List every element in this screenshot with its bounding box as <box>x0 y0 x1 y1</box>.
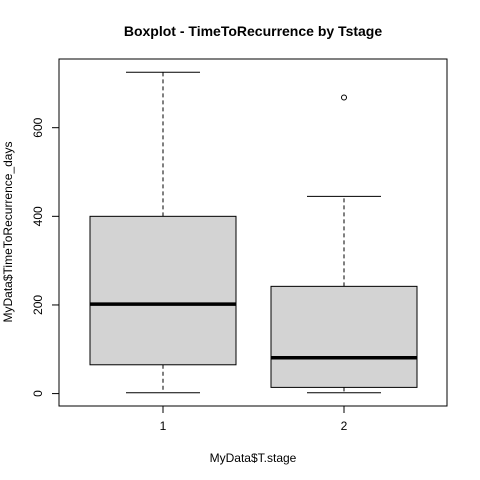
iqr-box <box>270 285 418 388</box>
x-axis-label: MyData$T.stage <box>210 451 297 465</box>
outlier-point <box>341 94 347 101</box>
y-tick-label: 200 <box>31 295 45 315</box>
box-group <box>89 71 237 394</box>
y-tick-label: 0 <box>31 390 45 397</box>
y-tick-label: 600 <box>31 117 45 137</box>
box-group <box>270 94 418 394</box>
chart-title: Boxplot - TimeToRecurrence by Tstage <box>124 23 382 39</box>
x-tick-label: 1 <box>160 419 167 433</box>
boxes-layer <box>89 71 418 394</box>
y-axis: 0 200 400 600 <box>31 117 60 397</box>
iqr-box <box>89 215 237 366</box>
y-axis-label: MyData$TimeToRecurrence_days <box>1 142 15 323</box>
x-tick-label: 2 <box>341 419 348 433</box>
y-tick-label: 400 <box>31 206 45 226</box>
